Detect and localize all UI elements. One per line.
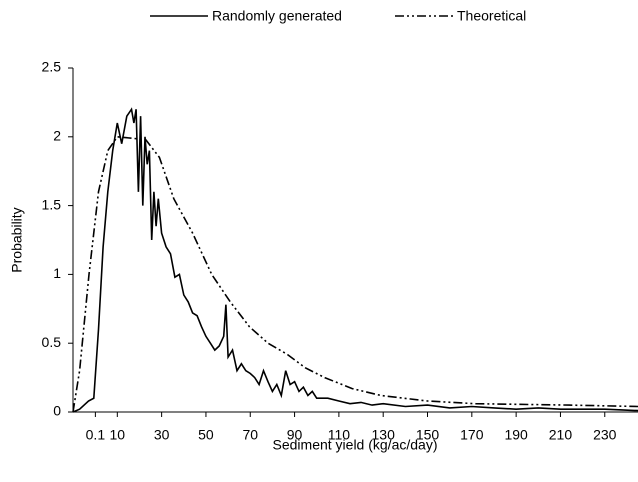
series-line [72, 135, 638, 413]
x-tick-label: 10 [110, 427, 126, 443]
series-line [72, 107, 638, 413]
x-tick-label: 50 [198, 427, 214, 443]
x-tick-label: 0.1 [86, 427, 106, 443]
y-tick-label: 0 [53, 403, 61, 419]
x-tick-label: 70 [242, 427, 258, 443]
x-tick-label: 190 [504, 427, 528, 443]
legend-label: Randomly generated [212, 8, 342, 24]
x-tick-label: 90 [287, 427, 303, 443]
x-tick-label: 150 [416, 427, 440, 443]
x-tick-label: 230 [593, 427, 617, 443]
x-tick-label: 30 [154, 427, 170, 443]
y-tick-label: 1.5 [42, 196, 62, 212]
x-axis-label: Sediment yield (kg/ac/day) [273, 437, 438, 453]
x-tick-label: 210 [549, 427, 573, 443]
y-tick-label: 2 [53, 128, 61, 144]
y-axis-label: Probability [9, 207, 25, 272]
y-tick-label: 2.5 [42, 59, 62, 75]
y-tick-label: 0.5 [42, 334, 62, 350]
x-tick-label: 170 [460, 427, 484, 443]
x-tick-label: 110 [328, 427, 351, 443]
y-tick-label: 1 [53, 265, 61, 281]
x-tick-label: 130 [372, 427, 396, 443]
legend-label: Theoretical [457, 8, 526, 24]
